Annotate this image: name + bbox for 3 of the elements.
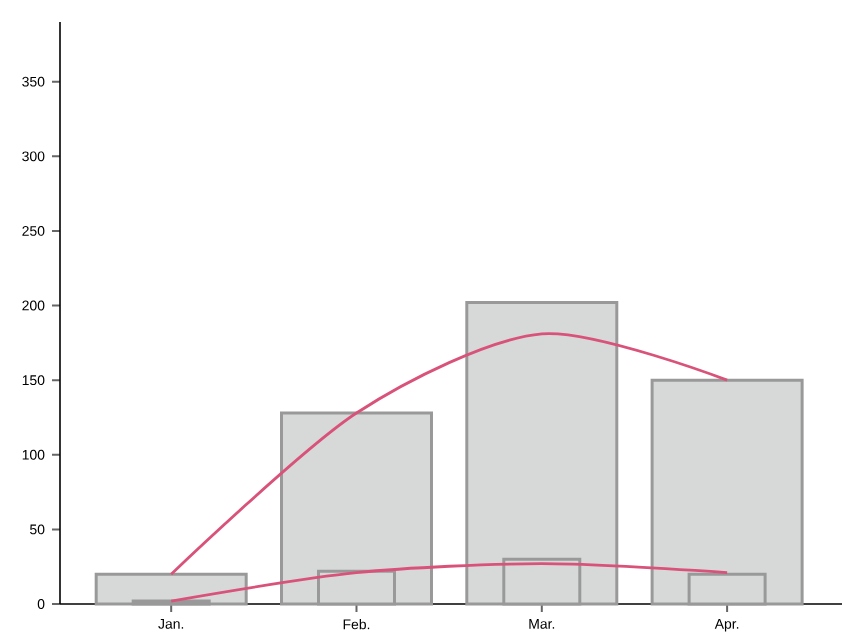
bar [650,378,804,606]
line-series [169,332,729,576]
bar [465,301,619,606]
